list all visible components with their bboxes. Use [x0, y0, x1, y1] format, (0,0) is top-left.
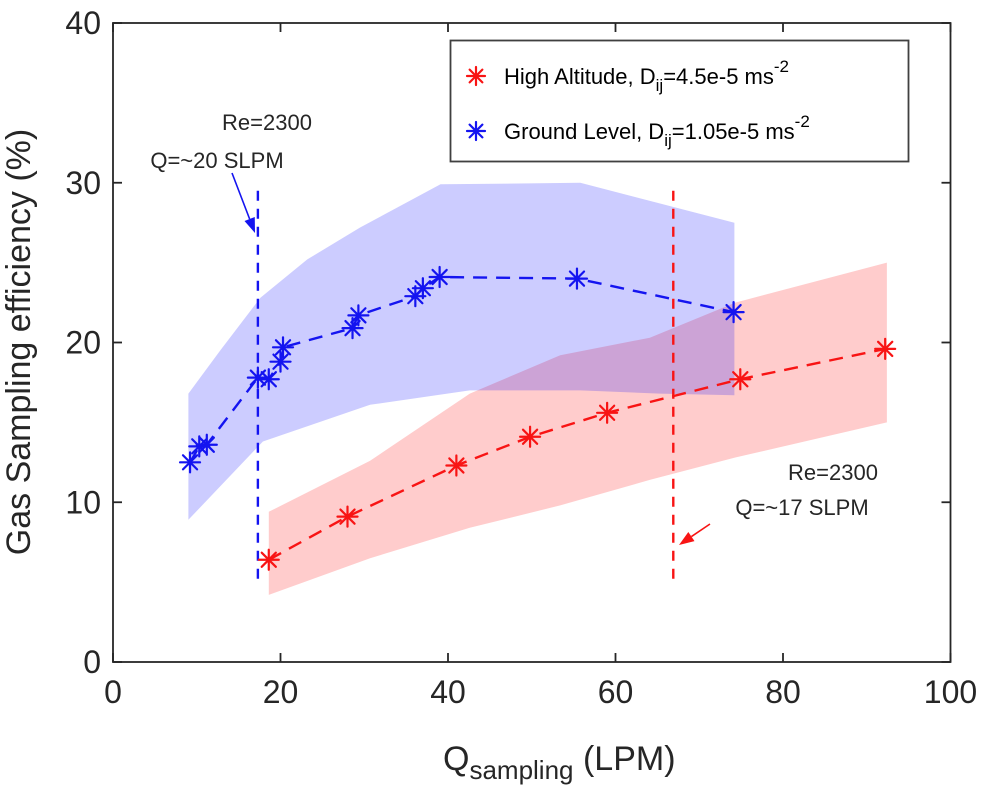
- asterisk-stroke: [468, 123, 484, 139]
- re2300-high-text: Q=~17 SLPM: [735, 495, 868, 520]
- ground-level-marker: [411, 277, 434, 300]
- re2300-ground-text: Re=2300: [222, 110, 312, 135]
- asterisk-stroke: [260, 551, 277, 568]
- asterisk-stroke: [339, 508, 356, 525]
- high-altitude-marker: [445, 454, 468, 477]
- legend-label-superscript: -2: [795, 112, 810, 131]
- x-tick-label: 100: [924, 674, 977, 710]
- x-tick-label: 60: [598, 674, 634, 710]
- legend-label-superscript: -2: [774, 57, 789, 76]
- y-tick-label: 20: [65, 325, 101, 361]
- high-altitude-marker: [874, 337, 897, 360]
- x-tick-label: 0: [104, 674, 122, 710]
- legend-marker-ground-level: [465, 120, 487, 142]
- asterisk-stroke: [877, 340, 894, 358]
- asterisk-stroke: [431, 268, 448, 286]
- legend-label-text: =4.5e-5 ms: [663, 64, 774, 89]
- x-tick-label: 80: [765, 674, 801, 710]
- asterisk-stroke: [274, 339, 292, 356]
- re2300-ground-arrow-head: [244, 217, 255, 233]
- asterisk-stroke: [198, 436, 215, 453]
- legend-entry-high-altitude: High Altitude, Dij=4.5e-5 ms-2: [504, 57, 789, 95]
- asterisk-stroke: [468, 68, 484, 84]
- annotation-labels: Re=2300 Q=~20 SLPM Re=2300 Q=~17 SLPM: [150, 110, 878, 545]
- x-axis-label: Qsampling (LPM): [443, 740, 676, 785]
- legend-label-text: High Altitude, D: [504, 64, 656, 89]
- ground-level-uncertainty-band: [188, 182, 735, 520]
- y-tick-label: 0: [83, 644, 101, 680]
- ground-level-marker: [195, 433, 218, 456]
- legend-entry-ground-level: Ground Level, Dij=1.05e-5 ms-2: [504, 112, 810, 150]
- asterisk-stroke: [521, 428, 539, 445]
- re2300-high-text: Re=2300: [788, 460, 878, 485]
- y-axis-label: Gas Sampling efficiency (%): [0, 129, 38, 555]
- re2300-high-arrow-shaft: [690, 523, 711, 538]
- legend: High Altitude, Dij=4.5e-5 ms-2 Ground Le…: [449, 39, 910, 163]
- y-tick-label: 30: [65, 165, 101, 201]
- x-axis-label-suffix: (LPM): [574, 740, 676, 778]
- x-tick-label: 20: [263, 674, 299, 710]
- asterisk-stroke: [414, 280, 432, 297]
- high-altitude-marker: [518, 425, 542, 448]
- ground-level-marker: [565, 267, 589, 290]
- legend-marker-high-altitude: [465, 65, 487, 87]
- high-altitude-marker: [596, 401, 619, 424]
- re2300-ground-arrow-shaft: [231, 172, 251, 220]
- asterisk-stroke: [732, 371, 749, 388]
- high-altitude-marker: [257, 548, 280, 571]
- asterisk-stroke: [260, 371, 277, 388]
- ground-level-marker: [257, 368, 280, 391]
- ground-level-marker: [269, 350, 292, 373]
- asterisk-stroke: [725, 303, 742, 321]
- asterisk-stroke: [350, 307, 367, 324]
- asterisk-stroke: [181, 454, 199, 471]
- asterisk-stroke: [568, 270, 586, 287]
- ground-level-marker: [178, 451, 202, 474]
- re2300-high-arrow-head: [679, 532, 695, 545]
- high-altitude-uncertainty-band: [268, 262, 887, 595]
- asterisk-stroke: [272, 353, 289, 370]
- x-axis-label-main: Q: [443, 740, 469, 778]
- legend-label-subscript: ij: [656, 76, 664, 95]
- legend-label-text: =1.05e-5 ms: [672, 119, 795, 144]
- asterisk-stroke: [344, 319, 361, 337]
- y-tick-label: 40: [65, 5, 101, 41]
- re2300-ground-text: Q=~20 SLPM: [150, 148, 283, 173]
- legend-box: [449, 39, 910, 163]
- ground-level-marker: [722, 301, 745, 324]
- legend-label-subscript: ij: [664, 131, 672, 150]
- y-tick-label: 10: [65, 484, 101, 520]
- ground-level-marker: [271, 336, 295, 359]
- asterisk-stroke: [598, 404, 616, 421]
- ground-level-marker: [428, 265, 451, 289]
- asterisk-stroke: [448, 457, 465, 474]
- data-point-markers: [178, 265, 897, 571]
- high-altitude-marker: [729, 368, 752, 391]
- confidence-bands: [188, 182, 887, 595]
- high-altitude-marker: [336, 505, 359, 528]
- axes-and-ticks: 0 20 40 60 80 100 0 10 20 30 40: [65, 5, 977, 710]
- x-tick-label: 40: [430, 674, 466, 710]
- annotation-vlines: [256, 190, 675, 584]
- legend-label-text: Ground Level, D: [504, 119, 664, 144]
- x-axis-label-subscript: sampling: [469, 755, 573, 785]
- legend-markers: [465, 65, 487, 142]
- ground-level-marker: [347, 304, 370, 327]
